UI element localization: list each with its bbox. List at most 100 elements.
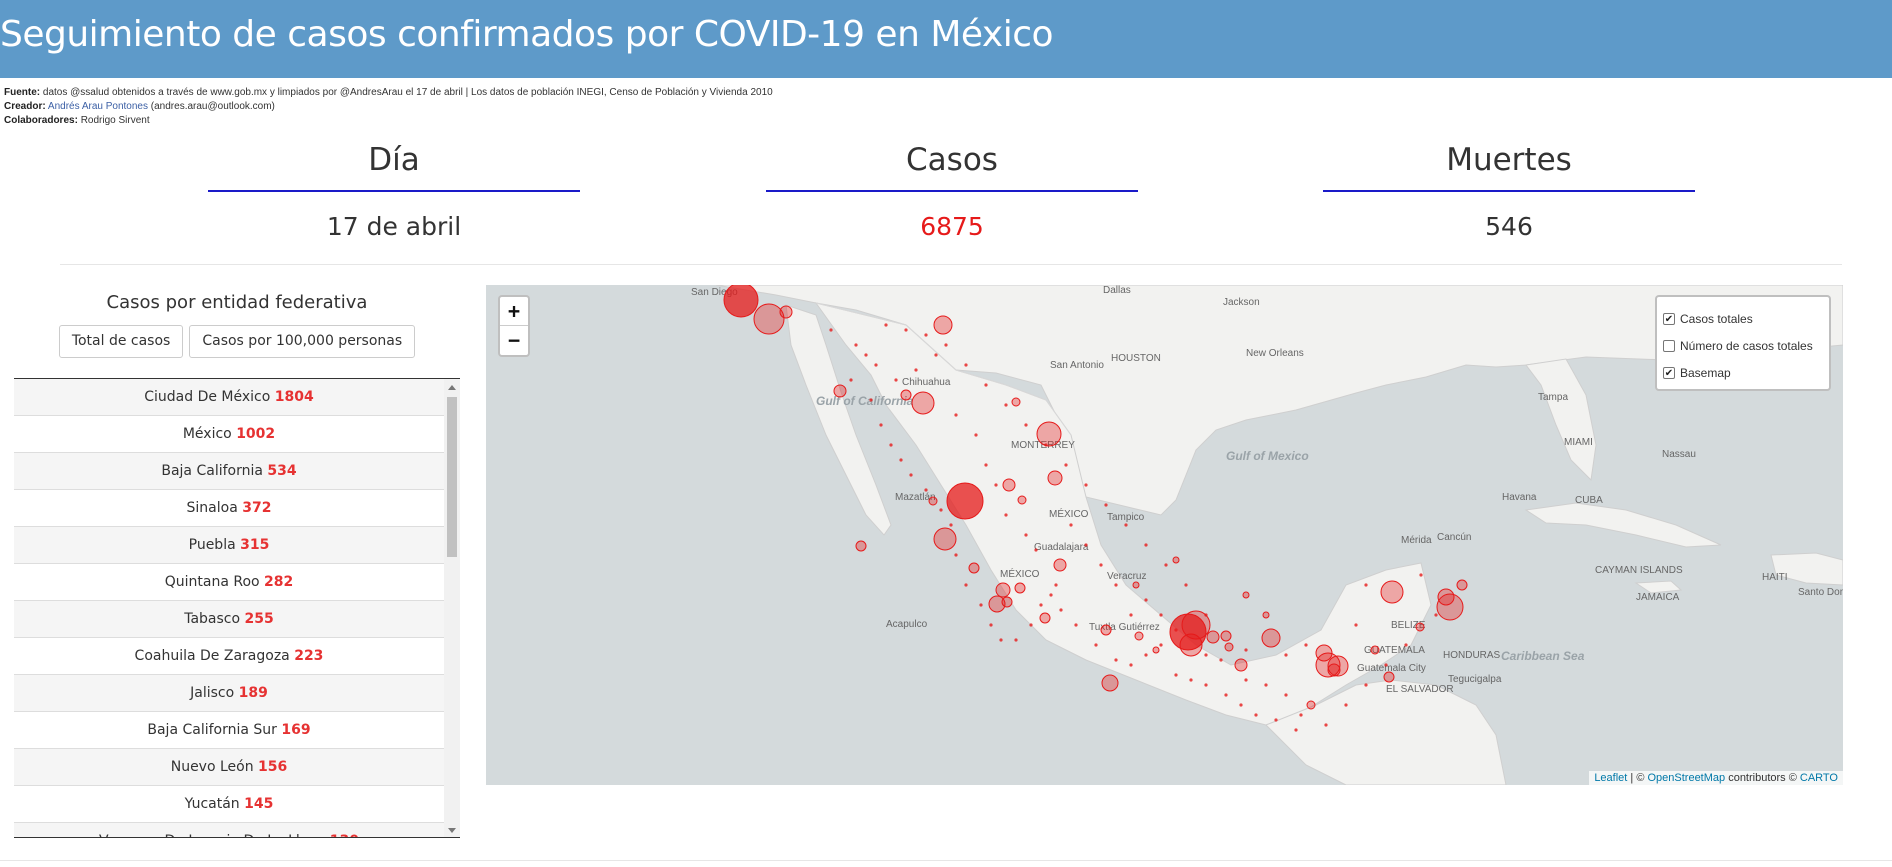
case-marker[interactable]: [1179, 633, 1203, 657]
case-marker[interactable]: [1134, 631, 1144, 641]
case-marker[interactable]: [753, 303, 785, 335]
case-marker-small[interactable]: [1294, 728, 1298, 732]
case-marker-small[interactable]: [924, 333, 928, 337]
case-marker-small[interactable]: [1074, 623, 1078, 627]
leaflet-link[interactable]: Leaflet: [1594, 772, 1628, 784]
case-marker[interactable]: [1380, 580, 1404, 604]
case-marker-small[interactable]: [1144, 653, 1148, 657]
case-marker-small[interactable]: [1069, 523, 1073, 527]
case-marker-small[interactable]: [874, 363, 878, 367]
case-marker[interactable]: [911, 391, 935, 415]
case-marker-small[interactable]: [939, 508, 943, 512]
checkbox-case-count[interactable]: [1663, 339, 1675, 352]
case-marker-small[interactable]: [1174, 673, 1178, 677]
case-marker[interactable]: [1002, 478, 1016, 492]
case-marker-small[interactable]: [1144, 598, 1148, 602]
case-marker-small[interactable]: [1364, 683, 1368, 687]
case-marker[interactable]: [1181, 610, 1211, 640]
case-marker[interactable]: [723, 285, 759, 318]
case-marker[interactable]: [1001, 596, 1013, 608]
scroll-up-icon[interactable]: [448, 385, 456, 390]
case-marker-small[interactable]: [1064, 463, 1068, 467]
osm-link[interactable]: OpenStreetMap: [1647, 772, 1726, 784]
case-marker-small[interactable]: [1354, 623, 1358, 627]
case-marker-small[interactable]: [1124, 523, 1128, 527]
case-marker[interactable]: [1242, 591, 1250, 599]
case-marker[interactable]: [779, 305, 793, 319]
layer-case-count[interactable]: Número de casos totales: [1663, 332, 1823, 359]
case-marker[interactable]: [1234, 658, 1248, 672]
case-marker-small[interactable]: [1174, 628, 1178, 632]
layer-total-cases[interactable]: ✔ Casos totales: [1663, 311, 1753, 326]
total-cases-button[interactable]: Total de casos: [58, 325, 184, 358]
zoom-out-button[interactable]: −: [507, 328, 521, 352]
case-marker[interactable]: [988, 595, 1006, 613]
case-marker[interactable]: [1047, 470, 1063, 486]
case-marker[interactable]: [1014, 582, 1026, 594]
case-marker-small[interactable]: [1304, 643, 1308, 647]
case-marker[interactable]: [833, 384, 847, 398]
case-marker-small[interactable]: [889, 443, 893, 447]
case-marker-small[interactable]: [904, 328, 908, 332]
case-marker-small[interactable]: [1434, 613, 1438, 617]
case-marker-small[interactable]: [1219, 658, 1223, 662]
case-marker[interactable]: [946, 482, 984, 520]
case-marker-small[interactable]: [1104, 503, 1108, 507]
case-marker[interactable]: [1383, 671, 1395, 683]
case-marker-small[interactable]: [1344, 703, 1348, 707]
case-marker-small[interactable]: [964, 583, 968, 587]
case-marker-small[interactable]: [1024, 423, 1028, 427]
case-marker-small[interactable]: [1159, 613, 1163, 617]
checkbox-basemap[interactable]: ✔: [1663, 366, 1675, 379]
case-marker-small[interactable]: [1284, 653, 1288, 657]
case-marker-small[interactable]: [1114, 583, 1118, 587]
case-marker-small[interactable]: [829, 328, 833, 332]
list-scrollbar[interactable]: [444, 379, 460, 837]
case-marker[interactable]: [1261, 628, 1281, 648]
carto-link[interactable]: CARTO: [1799, 772, 1838, 784]
case-marker-small[interactable]: [999, 638, 1003, 642]
case-marker-small[interactable]: [1054, 583, 1058, 587]
case-marker-small[interactable]: [1084, 483, 1088, 487]
case-marker-small[interactable]: [1129, 663, 1133, 667]
case-marker-small[interactable]: [1204, 613, 1208, 617]
case-marker-small[interactable]: [914, 368, 918, 372]
case-marker-small[interactable]: [899, 458, 903, 462]
case-marker-small[interactable]: [849, 378, 853, 382]
case-marker-small[interactable]: [954, 553, 958, 557]
case-marker-small[interactable]: [974, 433, 978, 437]
layer-basemap[interactable]: ✔ Basemap: [1663, 365, 1731, 380]
case-marker[interactable]: [1101, 674, 1119, 692]
case-marker[interactable]: [1370, 645, 1380, 655]
case-marker-small[interactable]: [1039, 603, 1043, 607]
case-marker-small[interactable]: [979, 603, 983, 607]
case-marker-small[interactable]: [944, 343, 948, 347]
case-marker-small[interactable]: [869, 398, 873, 402]
case-marker-small[interactable]: [1059, 608, 1063, 612]
case-marker-small[interactable]: [1239, 703, 1243, 707]
case-marker-small[interactable]: [854, 343, 858, 347]
case-marker[interactable]: [1315, 644, 1333, 662]
zoom-in-button[interactable]: +: [500, 297, 528, 326]
case-marker-small[interactable]: [1299, 713, 1303, 717]
states-list[interactable]: Ciudad De México 1804 México 1002 Baja Cal…: [14, 378, 460, 838]
case-marker[interactable]: [1053, 558, 1067, 572]
case-marker-small[interactable]: [1114, 658, 1118, 662]
case-marker-small[interactable]: [1004, 513, 1008, 517]
case-marker[interactable]: [1327, 663, 1341, 677]
case-marker[interactable]: [1415, 622, 1425, 632]
case-marker-small[interactable]: [984, 463, 988, 467]
case-marker-small[interactable]: [1364, 583, 1368, 587]
map-canvas[interactable]: Gulf of California Gulf of Mexico Caribbea…: [486, 285, 1843, 785]
case-marker[interactable]: [1017, 495, 1027, 505]
case-marker-small[interactable]: [1254, 713, 1258, 717]
case-marker-small[interactable]: [879, 423, 883, 427]
case-marker[interactable]: [855, 540, 867, 552]
case-marker-small[interactable]: [894, 378, 898, 382]
case-marker-small[interactable]: [964, 363, 968, 367]
case-marker[interactable]: [1437, 588, 1455, 606]
scroll-thumb[interactable]: [447, 397, 457, 557]
case-marker-small[interactable]: [1049, 593, 1053, 597]
case-marker-small[interactable]: [1029, 623, 1033, 627]
case-marker-small[interactable]: [934, 353, 938, 357]
